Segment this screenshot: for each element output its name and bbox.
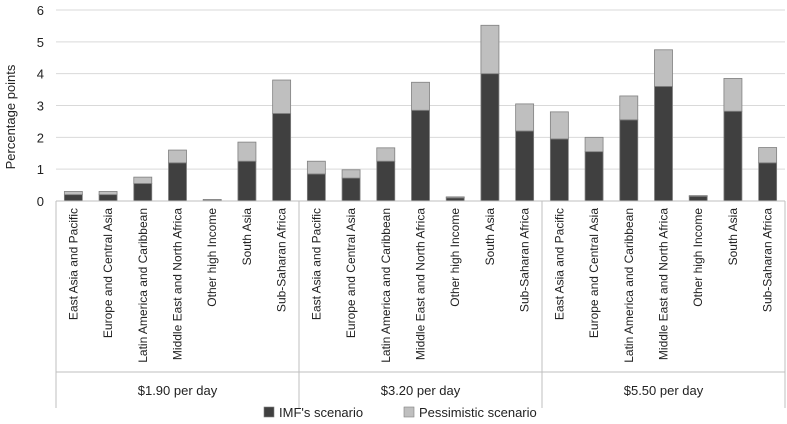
y-tick-label: 4 <box>37 67 44 82</box>
y-axis-ticks: 0 1 2 3 4 5 6 <box>37 3 44 209</box>
bar-imf-scenario <box>549 138 569 202</box>
x-category-label: Latin America and Caribbean <box>136 208 150 363</box>
bar-imf-scenario <box>515 130 535 202</box>
x-axis-category-labels: East Asia and Pacific Europe and Central … <box>66 208 774 363</box>
bar-imf-scenario <box>480 73 500 202</box>
x-category-label: East Asia and Pacific <box>66 208 80 320</box>
legend-swatch-imf-scenario <box>263 406 275 418</box>
bar-pessimistic-scenario <box>654 49 673 87</box>
bar-imf-scenario <box>723 110 743 202</box>
bar-imf-scenario <box>168 162 187 202</box>
bar-imf-scenario <box>133 183 153 202</box>
bar-pessimistic-scenario <box>133 176 153 184</box>
bar-imf-scenario <box>758 162 778 202</box>
x-category-label: Sub-Saharan Africa <box>275 208 289 312</box>
bar-pessimistic-scenario <box>723 78 743 112</box>
bar-imf-scenario <box>341 177 361 202</box>
bar-pessimistic-scenario <box>376 147 396 162</box>
legend: IMF's scenario Pessimistic scenario <box>263 405 537 420</box>
bar-pessimistic-scenario <box>168 149 187 164</box>
y-tick-label: 1 <box>37 162 44 177</box>
bar-imf-scenario <box>688 195 708 202</box>
bars <box>63 24 778 202</box>
y-tick-label: 2 <box>37 130 44 145</box>
y-tick-label: 0 <box>37 194 44 209</box>
x-axis-lines <box>55 200 786 408</box>
x-group-label: $5.50 per day <box>624 383 704 398</box>
x-category-label: Middle East and North Africa <box>657 208 671 360</box>
y-tick-label: 3 <box>37 99 44 114</box>
bar-pessimistic-scenario <box>272 79 292 114</box>
bar-pessimistic-scenario <box>445 196 465 199</box>
bar-pessimistic-scenario <box>515 103 535 132</box>
bar-pessimistic-scenario <box>411 81 430 111</box>
y-axis-label: Percentage points <box>3 64 18 169</box>
bar-pessimistic-scenario <box>584 136 604 153</box>
y-tick-label: 5 <box>37 35 44 50</box>
bar-pessimistic-scenario <box>688 195 708 197</box>
x-category-label: Europe and Central Asia <box>101 208 115 338</box>
x-group-label: $3.20 per day <box>381 383 461 398</box>
x-category-label: Middle East and North Africa <box>171 208 185 360</box>
x-axis-group-labels: $1.90 per day $3.20 per day $5.50 per day <box>138 383 704 398</box>
x-category-label: Other high Income <box>691 208 705 307</box>
x-category-label: East Asia and Pacific <box>309 208 323 320</box>
bar-pessimistic-scenario <box>98 191 118 196</box>
bar-imf-scenario <box>376 160 396 202</box>
bar-imf-scenario <box>654 86 673 202</box>
x-category-label: Europe and Central Asia <box>344 208 358 338</box>
bar-pessimistic-scenario <box>306 160 326 175</box>
x-category-label: Middle East and North Africa <box>414 208 428 360</box>
bar-imf-scenario <box>619 119 639 202</box>
y-tick-label: 6 <box>37 3 44 18</box>
x-category-label: Europe and Central Asia <box>587 208 601 338</box>
bar-imf-scenario <box>272 113 292 202</box>
bar-pessimistic-scenario <box>549 111 569 140</box>
bar-imf-scenario <box>98 194 118 202</box>
legend-label: IMF's scenario <box>279 405 363 420</box>
bar-imf-scenario <box>584 151 604 202</box>
x-category-label: Sub-Saharan Africa <box>518 208 532 312</box>
bar-imf-scenario <box>306 173 326 202</box>
x-category-label: East Asia and Pacific <box>552 208 566 320</box>
x-group-label: $1.90 per day <box>138 383 218 398</box>
x-category-label: South Asia <box>240 208 254 266</box>
legend-swatch-pessimistic-scenario <box>403 406 415 418</box>
x-category-label: Latin America and Caribbean <box>379 208 393 363</box>
bar-imf-scenario <box>411 109 430 202</box>
bar-pessimistic-scenario <box>63 191 83 196</box>
bar-imf-scenario <box>237 160 257 202</box>
x-category-label: Latin America and Caribbean <box>622 208 636 363</box>
bar-pessimistic-scenario <box>202 199 222 201</box>
x-category-label: Sub-Saharan Africa <box>761 208 775 312</box>
x-category-label: Other high Income <box>205 208 219 307</box>
bar-pessimistic-scenario <box>758 147 778 164</box>
x-category-label: Other high Income <box>448 208 462 307</box>
bar-pessimistic-scenario <box>341 169 361 179</box>
bar-pessimistic-scenario <box>480 24 500 75</box>
bar-imf-scenario <box>63 194 83 202</box>
bar-pessimistic-scenario <box>237 141 257 162</box>
x-category-label: South Asia <box>483 208 497 266</box>
bar-pessimistic-scenario <box>619 95 639 121</box>
legend-label: Pessimistic scenario <box>419 405 537 420</box>
x-category-label: South Asia <box>726 208 740 266</box>
